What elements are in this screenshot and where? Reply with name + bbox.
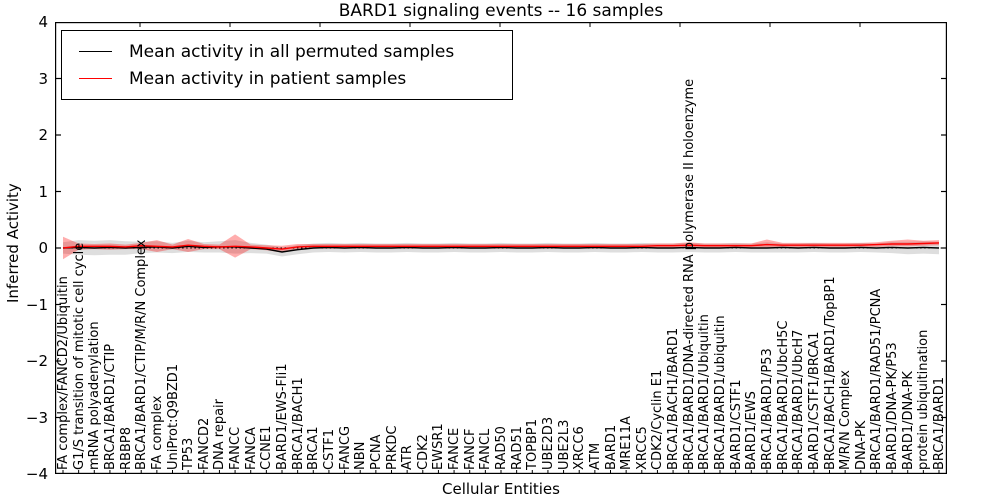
x-tick-label: BARD1/EWS-Fli1 (275, 363, 290, 471)
y-tick-label: 3 (38, 69, 48, 88)
y-tick-label: −2 (25, 352, 48, 370)
legend-label-permuted: Mean activity in all permuted samples (129, 41, 455, 62)
legend-label-patient: Mean activity in patient samples (129, 68, 407, 89)
x-tick-label: BARD1/DNA-PK/P53 (885, 342, 901, 470)
x-tick-label: BRCA1/BARD1/ubiquitin (713, 315, 728, 470)
x-tick-label: BARD1/CSTF1/BRCA1 (806, 331, 822, 470)
plot-area (55, 22, 947, 474)
x-tick-label: BRCA1/BACH1/BARD1 (666, 327, 682, 470)
y-tick-label: 0 (38, 239, 48, 257)
x-tick-label: BRCA1/BARD1/RAD51/PCNA (869, 288, 885, 470)
x-tick-label: CSTF1 (321, 428, 337, 470)
y-tick-label: 4 (38, 13, 48, 31)
x-tick-label: BRCA1/BARD1/CTIP (102, 343, 118, 470)
x-tick-label: UBE2D3 (540, 416, 556, 470)
x-tick-label: BRCA1/BARD1/P53 (759, 348, 775, 470)
x-tick-label: DNA repair (212, 399, 228, 470)
y-tick-label: 2 (38, 126, 48, 144)
legend-line-patient-icon (79, 78, 112, 79)
y-tick-label: 1 (38, 182, 48, 201)
y-tick-label: −3 (25, 408, 48, 427)
x-tick-label: BRCA1/BACH1/BARD1/TopBP1 (822, 276, 838, 470)
x-tick-label: BARD1/CSTF1 (728, 379, 744, 470)
legend-item-patient: Mean activity in patient samples (79, 65, 512, 92)
y-tick-label: −1 (25, 295, 48, 314)
x-tick-label: BRCA1/BARD1/DNA-directed RNA polymerase … (681, 78, 697, 470)
x-tick-label: TOPBP1 (525, 418, 541, 470)
y-tick-label: −4 (25, 465, 48, 483)
x-tick-label: BRCA1/BARD1 (932, 376, 947, 470)
x-tick-label: XRCC6 (572, 426, 588, 470)
x-tick-label: EWSR1 (431, 423, 447, 470)
x-tick-label: UBE2L3 (556, 419, 572, 470)
x-tick-label: BRCA1 (306, 426, 322, 470)
x-tick-label: M/R/N Complex (838, 370, 854, 470)
x-tick-label: MRE11A (619, 416, 635, 470)
x-tick-label: BRCA1/BARD1/UbcH5C (775, 320, 791, 470)
x-tick-label: BRCA1/BARD1/UbcH7 (791, 329, 807, 470)
x-tick-label: FA complex (149, 395, 165, 470)
x-tick-label: CCNE1 (259, 425, 275, 470)
x-tick-label: XRCC5 (634, 426, 650, 470)
x-tick-label: BARD1 (603, 424, 619, 470)
x-tick-label: RAD50 (494, 426, 509, 470)
x-tick-label: FANCD2 (196, 417, 212, 470)
legend: Mean activity in all permuted samples Me… (61, 30, 513, 100)
x-tick-label: BARD1/DNA-PK (900, 371, 916, 470)
x-tick-label: mRNA polyadenylation (87, 321, 103, 470)
x-tick-label: G1/S transition of mitotic cell cycle (71, 242, 87, 470)
x-tick-label: TP53 (181, 437, 197, 470)
x-tick-label: BARD1/EWS (744, 391, 760, 470)
legend-line-permuted-icon (79, 51, 112, 52)
x-tick-label: ATR (400, 445, 416, 470)
x-tick-label: FANCA (243, 427, 259, 470)
x-tick-label: FANCG (337, 425, 353, 470)
x-tick-label: CDK2 (415, 434, 431, 470)
x-axis-label: Cellular Entities (442, 480, 560, 498)
x-tick-label: RBBP8 (118, 427, 134, 470)
x-tick-label: protein ubiquitination (916, 329, 932, 470)
x-tick-label: PCNA (368, 434, 384, 470)
x-tick-label: BRCA1/BARD1/Ubiquitin (697, 314, 713, 470)
x-tick-label: RAD51 (509, 426, 525, 470)
x-tick-label: PRKDC (384, 425, 400, 470)
x-tick-label: BRCA1/BACH1 (290, 377, 306, 470)
x-tick-label: FA complex/FANCD2/Ubiquitin (56, 276, 71, 470)
x-tick-label: DNA-PK (853, 420, 869, 470)
plot-svg (55, 22, 947, 474)
x-tick-label: FANCL (478, 428, 494, 470)
x-tick-label: ATM (587, 442, 603, 470)
x-tick-label: FANCC (228, 426, 244, 470)
chart-title: BARD1 signaling events -- 16 samples (338, 1, 664, 21)
x-tick-label: BRCA1/BARD1/CTIP/M/R/N Complex (134, 239, 150, 470)
x-tick-label: FANCE (447, 427, 463, 470)
x-tick-label: FANCF (462, 428, 478, 470)
legend-item-permuted: Mean activity in all permuted samples (79, 38, 512, 65)
x-tick-label: NBN (353, 441, 369, 470)
x-tick-label: CDK2/Cyclin E1 (650, 369, 666, 470)
x-tick-label: UniProt:Q9BZD1 (165, 363, 181, 470)
